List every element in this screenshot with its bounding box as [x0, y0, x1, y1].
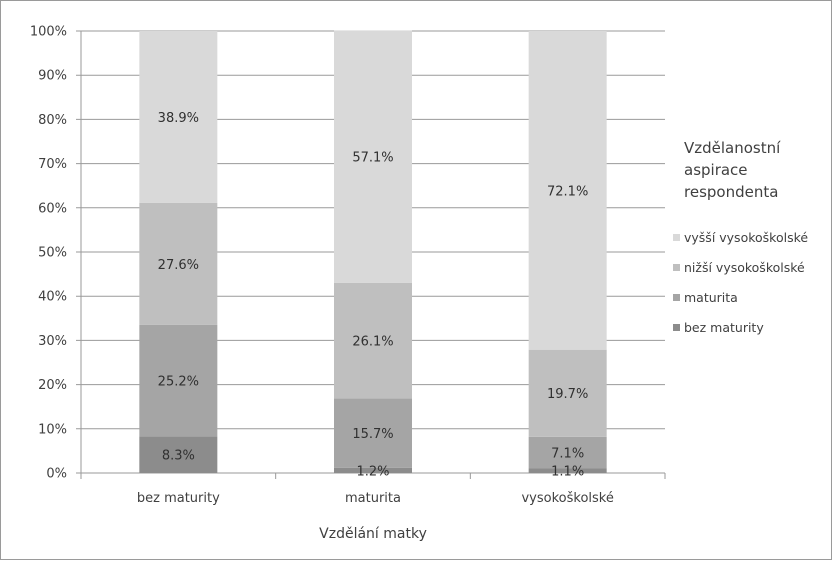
bar-segment — [334, 467, 412, 473]
legend-entry-label: vyšší vysokoškolské — [684, 230, 808, 245]
legend-title-line: aspirace — [684, 161, 748, 179]
data-label: 72.1% — [547, 184, 588, 199]
bar-segment — [528, 468, 607, 473]
data-label: 57.1% — [352, 151, 393, 166]
data-label: 38.9% — [158, 111, 199, 126]
y-tick-label: 30% — [38, 334, 67, 349]
bar-segment — [139, 324, 218, 437]
x-category-label: bez maturity — [137, 491, 220, 506]
y-tick-label: 100% — [30, 25, 67, 40]
x-axis-title: Vzdělání matky — [319, 526, 427, 542]
data-label: 25.2% — [158, 375, 199, 390]
y-tick-label: 50% — [38, 246, 67, 261]
data-labels: 8.3% 25.2% 27.6% 38.9% 1.2% 15.7% 26.1% 57.1% 1.… — [158, 111, 589, 480]
data-label: 19.7% — [547, 387, 588, 402]
bar-segment — [528, 31, 607, 350]
y-tick-label: 20% — [38, 378, 67, 393]
data-label: 26.1% — [352, 335, 393, 350]
y-tick-label: 80% — [38, 113, 67, 128]
bar-segment — [528, 436, 607, 469]
bars — [139, 30, 607, 473]
bar-segment — [334, 282, 412, 399]
data-label: 1.2% — [356, 464, 389, 479]
legend-swatch — [673, 234, 680, 241]
legend-title-line: Vzdělanostní — [684, 139, 781, 157]
data-label: 1.1% — [551, 465, 584, 480]
bar-segment — [139, 202, 218, 325]
axes: 0% 10% 20% 30% 40% 50% 60% 70% 80% 90% 100% bez mat… — [30, 25, 666, 506]
y-tick-label: 90% — [38, 69, 67, 84]
data-label: 8.3% — [162, 449, 195, 464]
legend-swatch — [673, 264, 680, 271]
data-label: 27.6% — [158, 258, 199, 273]
bar-segment — [139, 31, 218, 203]
x-category-label: maturita — [345, 491, 401, 506]
data-label: 7.1% — [551, 446, 584, 461]
y-tick-label: 70% — [38, 157, 67, 172]
y-tick-label: 0% — [46, 467, 67, 482]
legend-swatch — [673, 324, 680, 331]
y-tick-label: 40% — [38, 290, 67, 305]
y-tick-label: 60% — [38, 201, 67, 216]
legend-title-line: respondenta — [684, 183, 778, 201]
data-label: 15.7% — [352, 427, 393, 442]
bar-segment — [334, 398, 412, 468]
bar-segment — [528, 349, 607, 437]
legend-swatch — [673, 294, 680, 301]
legend: Vzdělanostní aspirace respondenta vyšší vys… — [673, 139, 808, 335]
bar-segment — [334, 30, 412, 283]
x-category-label: vysokoškolské — [521, 491, 613, 506]
legend-entry-label: nižší vysokoškolské — [684, 260, 805, 275]
y-tick-label: 10% — [38, 422, 67, 437]
legend-entry-label: maturita — [684, 290, 738, 305]
bar-segment — [139, 436, 218, 473]
legend-entry-label: bez maturity — [684, 320, 764, 335]
